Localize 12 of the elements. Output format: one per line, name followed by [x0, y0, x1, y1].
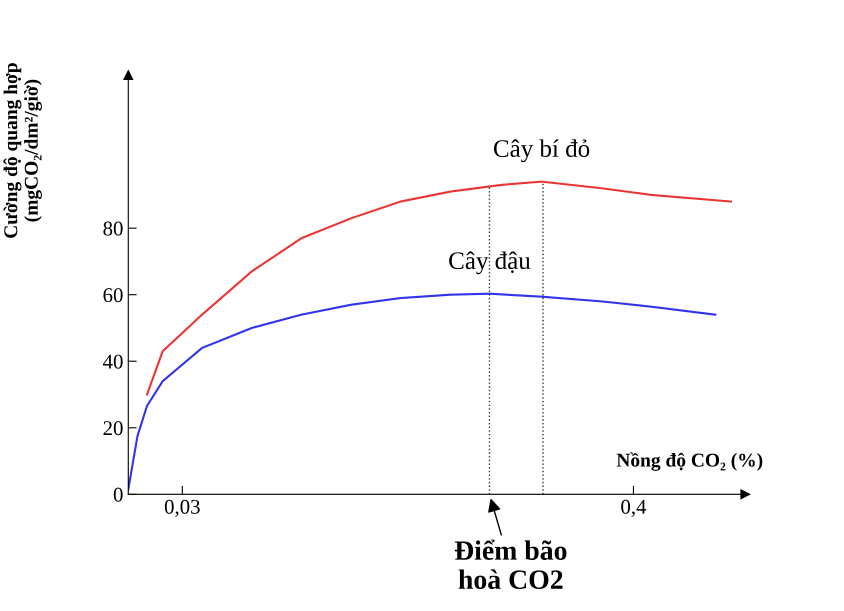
y-tick-label: 40 [103, 354, 123, 369]
annotation: Điểm bão hoà CO2 [454, 539, 566, 589]
series-label: Cây đậu [449, 251, 530, 274]
y-tick-label: 20 [104, 421, 123, 436]
y-tick-label: 60 [103, 288, 123, 302]
x-tick-label: 0,4 [621, 500, 646, 517]
y-tick-label: 0 [114, 488, 123, 502]
x-tick-label: 0,03 [164, 500, 200, 517]
y-axis-title: Cường độ quang hợp (mgCO₂/dm²/giờ) [3, 63, 42, 238]
series-label: Cây bí đỏ [494, 139, 590, 162]
x-axis-title: Nồng độ CO₂ (%) [616, 452, 762, 471]
y-tick-label: 80 [103, 222, 123, 236]
